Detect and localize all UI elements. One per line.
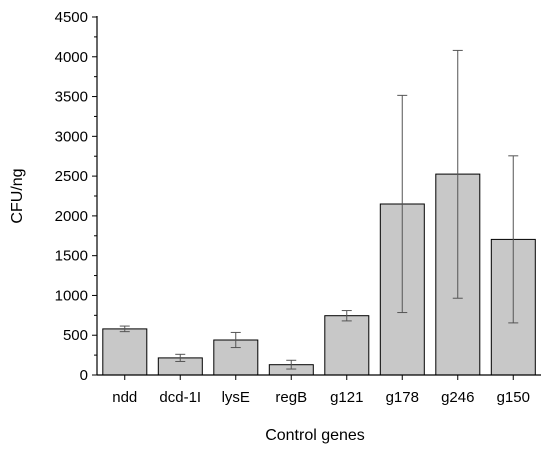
y-tick-label-4000: 4000	[55, 49, 88, 66]
x-tick-label-ndd: ndd	[112, 389, 137, 406]
y-tick-label-500: 500	[63, 327, 88, 344]
bar-g121	[324, 315, 370, 376]
y-tick-label-2000: 2000	[55, 208, 88, 225]
y-tick-label-3000: 3000	[55, 128, 88, 145]
error-bars-layer	[119, 49, 519, 370]
axes-layer	[92, 16, 541, 380]
bar-ndd	[102, 328, 148, 376]
y-axis-title: CFU/ng	[9, 168, 26, 223]
y-tick-label-2500: 2500	[55, 168, 88, 185]
x-tick-label-g246: g246	[441, 389, 474, 406]
y-tick-label-3500: 3500	[55, 89, 88, 106]
y-tick-label-1500: 1500	[55, 248, 88, 265]
x-tick-label-lysE: lysE	[222, 389, 250, 406]
y-tick-label-4500: 4500	[55, 9, 88, 26]
x-axis-title: Control genes	[265, 427, 365, 444]
labels-layer: ndd dcd-1I lysE regB g121 g178 g246 g150 0 500 100…	[55, 9, 530, 406]
bars-layer	[102, 173, 536, 376]
x-tick-label-regB: regB	[275, 389, 307, 406]
y-tick-label-0: 0	[80, 367, 88, 384]
x-tick-label-g150: g150	[497, 389, 530, 406]
x-tick-label-dcd-1I: dcd-1I	[159, 389, 201, 406]
x-tick-label-g121: g121	[330, 389, 363, 406]
x-tick-label-g178: g178	[386, 389, 419, 406]
y-tick-label-1000: 1000	[55, 287, 88, 304]
